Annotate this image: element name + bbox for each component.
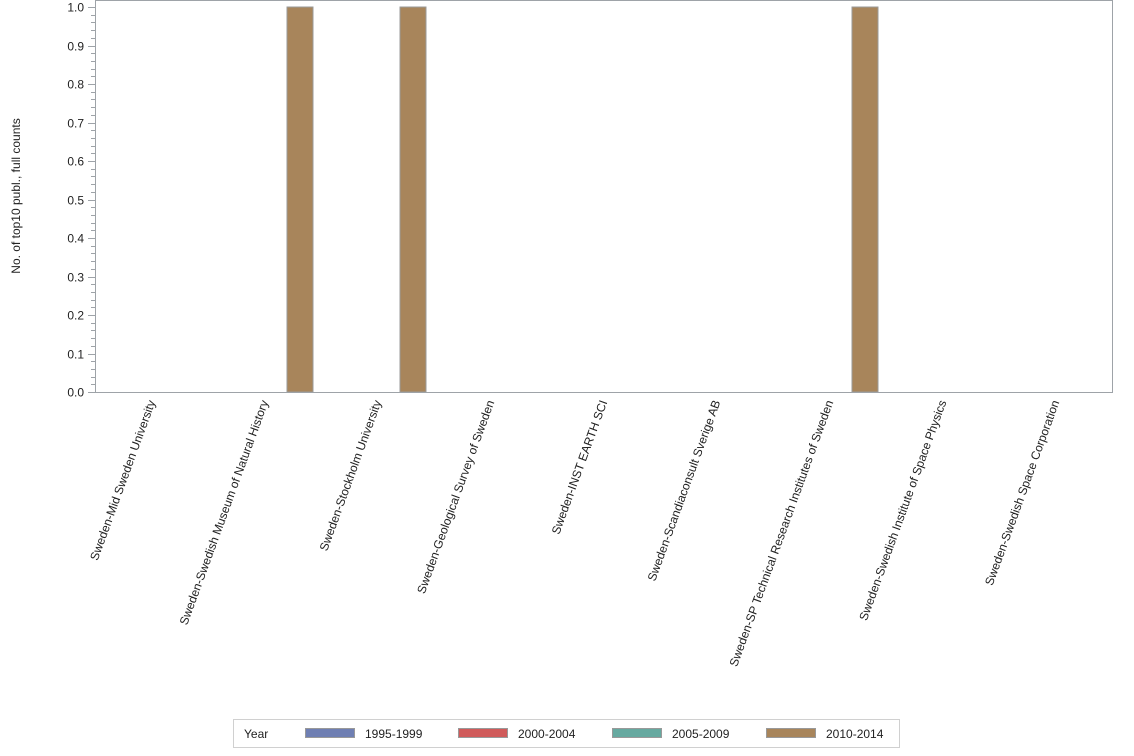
- legend-label: 1995-1999: [365, 727, 423, 741]
- y-axis-title-text: No. of top10 publ., full counts: [9, 118, 23, 274]
- y-tick-label: 0.6: [67, 155, 84, 169]
- x-tick-label: Sweden-Stockholm University: [317, 398, 385, 553]
- x-tick-label: Sweden-INST EARTH SCI: [549, 398, 611, 536]
- y-tick-label: 0.4: [67, 232, 84, 246]
- legend-swatch: [766, 728, 816, 738]
- bar-2010-2014[interactable]: [851, 6, 879, 393]
- y-tick-label: 0.8: [67, 78, 84, 92]
- y-tick-label: 0.7: [67, 117, 84, 131]
- legend-label: 2000-2004: [518, 727, 576, 741]
- x-tick-label: Sweden-Scandiaconsult Sverige AB: [645, 398, 724, 583]
- x-tick-label: Sweden-SP Technical Research Institutes …: [727, 398, 837, 668]
- legend-swatch: [458, 728, 508, 738]
- bars: [286, 6, 879, 393]
- legend-label: 2005-2009: [672, 727, 730, 741]
- y-tick-label: 0.1: [67, 348, 84, 362]
- y-tick-label: 0.9: [67, 40, 84, 54]
- plot-frame: [95, 0, 1113, 393]
- x-tick-label: Sweden-Mid Sweden University: [87, 398, 158, 562]
- x-tick-label: Sweden-Swedish Space Corporation: [982, 398, 1062, 587]
- bar-2010-2014[interactable]: [286, 6, 314, 393]
- y-tick-label: 0.0: [67, 386, 84, 400]
- legend-swatch: [305, 728, 355, 738]
- y-tick-label: 0.5: [67, 194, 84, 208]
- x-tick-label: Sweden-Swedish Museum of Natural History: [177, 398, 272, 627]
- bar-2010-2014[interactable]: [399, 6, 427, 393]
- legend: Year 1995-1999 2000-2004 2005-2009 2010-201…: [233, 719, 900, 748]
- y-tick-label: 1.0: [67, 1, 84, 15]
- y-tick-label: 0.3: [67, 271, 84, 285]
- x-axis-labels: Sweden-Mid Sweden University Sweden-Swedi…: [87, 398, 1062, 668]
- x-tick-label: Sweden-Swedish Institute of Space Physic…: [856, 398, 949, 622]
- legend-swatch: [612, 728, 662, 738]
- x-tick-label: Sweden-Geological Survey of Sweden: [414, 398, 497, 595]
- legend-title: Year: [244, 727, 269, 741]
- y-axis: 0.0 0.1 0.2 0.3 0.4 0.5 0.6 0.7 0.8 0.9 1.0: [67, 1, 95, 400]
- y-tick-label: 0.2: [67, 309, 84, 323]
- legend-label: 2010-2014: [826, 727, 884, 741]
